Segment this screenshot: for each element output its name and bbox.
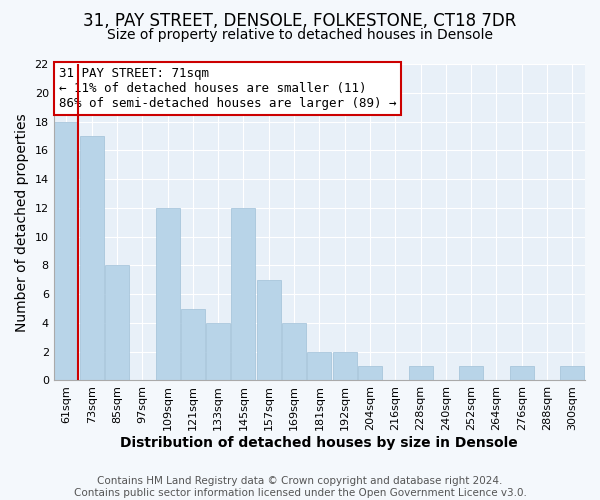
Bar — [54, 122, 79, 380]
Text: Size of property relative to detached houses in Densole: Size of property relative to detached ho… — [107, 28, 493, 42]
Bar — [232, 208, 256, 380]
Bar — [332, 352, 356, 380]
Bar — [459, 366, 483, 380]
Bar — [409, 366, 433, 380]
Bar — [560, 366, 584, 380]
Bar — [510, 366, 534, 380]
Text: 31 PAY STREET: 71sqm
← 11% of detached houses are smaller (11)
86% of semi-detac: 31 PAY STREET: 71sqm ← 11% of detached h… — [59, 67, 397, 110]
Y-axis label: Number of detached properties: Number of detached properties — [15, 113, 29, 332]
X-axis label: Distribution of detached houses by size in Densole: Distribution of detached houses by size … — [121, 436, 518, 450]
Bar — [282, 323, 306, 380]
Bar — [105, 266, 129, 380]
Bar — [257, 280, 281, 380]
Text: Contains HM Land Registry data © Crown copyright and database right 2024.
Contai: Contains HM Land Registry data © Crown c… — [74, 476, 526, 498]
Bar — [181, 308, 205, 380]
Bar — [80, 136, 104, 380]
Bar — [307, 352, 331, 380]
Bar — [358, 366, 382, 380]
Bar — [206, 323, 230, 380]
Bar — [155, 208, 179, 380]
Text: 31, PAY STREET, DENSOLE, FOLKESTONE, CT18 7DR: 31, PAY STREET, DENSOLE, FOLKESTONE, CT1… — [83, 12, 517, 30]
